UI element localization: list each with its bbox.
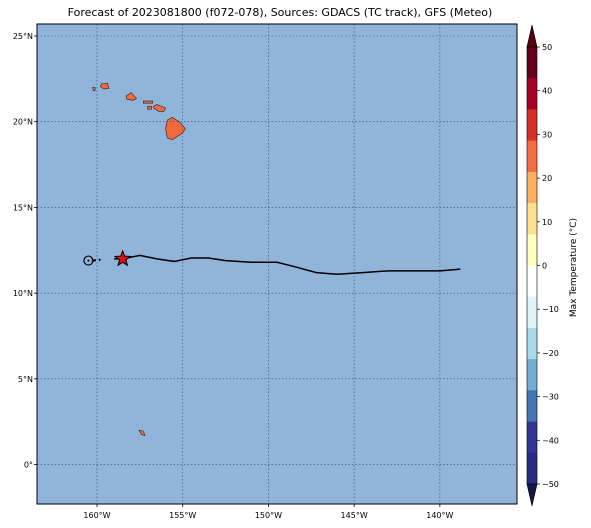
lat-tick-label: 20°N bbox=[13, 118, 33, 127]
colorbar-extend-bottom bbox=[526, 483, 538, 507]
island-niihau bbox=[92, 87, 96, 92]
map-frame bbox=[36, 23, 518, 505]
colorbar-segment bbox=[527, 171, 537, 204]
lat-tick-label: 15°N bbox=[13, 203, 33, 212]
colorbar-tick-label: −10 bbox=[542, 305, 559, 314]
forecast-track-line bbox=[114, 254, 461, 276]
island-molokai bbox=[143, 100, 153, 104]
colorbar-tick-label: −40 bbox=[542, 436, 559, 445]
lon-tick-label: 145°W bbox=[341, 511, 368, 520]
colorbar-extend-top bbox=[526, 24, 538, 48]
colorbar-label: Max Temperature (°C) bbox=[569, 218, 579, 317]
origin-dot-marker bbox=[87, 259, 90, 262]
island-maui bbox=[153, 104, 167, 112]
colorbar-segment bbox=[527, 421, 537, 454]
colorbar-tick-label: −50 bbox=[542, 480, 559, 489]
ocean-area bbox=[37, 24, 517, 504]
lat-tick-label: 25°N bbox=[13, 32, 33, 41]
map-border bbox=[36, 23, 518, 505]
star-icon bbox=[113, 249, 132, 267]
colorbar-segment bbox=[527, 265, 537, 298]
colorbar-tick-label: −20 bbox=[542, 349, 559, 358]
colorbar-tick-label: 40 bbox=[542, 87, 552, 96]
lon-tick-label: 150°W bbox=[255, 511, 282, 520]
colorbar-segment bbox=[527, 296, 537, 329]
ocean-background bbox=[37, 24, 517, 504]
island-layer bbox=[92, 82, 186, 436]
colorbar-segment bbox=[527, 109, 537, 141]
island-kiritimati bbox=[138, 429, 146, 436]
colorbar-segment bbox=[527, 234, 537, 266]
colorbar-segment bbox=[527, 47, 537, 79]
axis-ticks: 160°W 155°W 150°W 145°W 140°W 0° 5°N 10°N 15°N 20… bbox=[13, 32, 454, 520]
island-oahu bbox=[125, 92, 137, 101]
colorbar-tick-label: 30 bbox=[542, 130, 552, 139]
lat-tick-label: 10°N bbox=[13, 289, 33, 298]
lat-tick-label: 5°N bbox=[18, 375, 33, 384]
colorbar-segment bbox=[527, 203, 537, 235]
lat-tick-label: 0° bbox=[24, 461, 33, 470]
colorbar-segment bbox=[527, 359, 537, 391]
chart-title: Forecast of 2023081800 (f072-078), Sourc… bbox=[67, 6, 493, 19]
lon-tick-label: 155°W bbox=[169, 511, 196, 520]
colorbar-ticks: 50 40 30 20 10 0 −10 −20 −30 −40 −50 bbox=[537, 43, 559, 489]
colorbar-segment bbox=[527, 140, 537, 173]
colorbar-segment bbox=[527, 327, 537, 360]
colorbar-segment bbox=[527, 452, 537, 485]
colorbar-body bbox=[526, 24, 538, 507]
colorbar-tick-label: −30 bbox=[542, 393, 559, 402]
colorbar-tick-label: 10 bbox=[542, 218, 552, 227]
colorbar-tick-label: 50 bbox=[542, 43, 552, 52]
island-kauai bbox=[100, 82, 110, 90]
gridlines bbox=[37, 24, 517, 504]
lon-tick-label: 140°W bbox=[426, 511, 453, 520]
colorbar-segment bbox=[527, 390, 537, 422]
storm-track bbox=[83, 249, 461, 276]
colorbar-tick-label: 20 bbox=[542, 174, 552, 183]
lon-tick-label: 160°W bbox=[83, 511, 110, 520]
origin-circle-marker bbox=[83, 255, 94, 266]
colorbar-tick-label: 0 bbox=[542, 262, 547, 271]
island-lanai bbox=[147, 106, 152, 110]
colorbar-segment bbox=[527, 78, 537, 110]
